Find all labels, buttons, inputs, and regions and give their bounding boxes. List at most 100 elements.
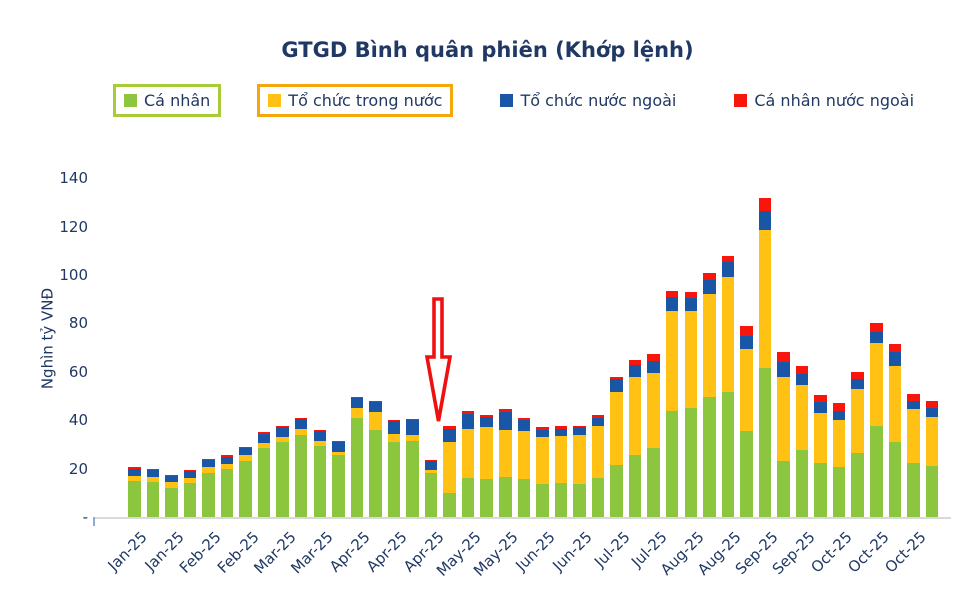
legend-swatch-icon [500,94,514,107]
legend-label: Tổ chức trong nước [288,91,443,110]
bar-segment-series-3 [517,417,531,421]
bar-segment-series-2 [332,441,345,452]
bar-segment-series-2 [276,427,289,438]
bar-segment-series-1 [480,427,493,480]
bar-segment-series-1 [128,475,141,481]
bar-segment-series-0 [257,448,271,517]
bar-segment-series-3 [332,440,345,442]
bar-segment-series-3 [499,409,512,412]
bar-segment-series-3 [406,419,419,421]
bar-segment-series-0 [925,466,939,517]
y-tick-label: 60 [68,362,88,381]
bar-segment-series-2 [665,296,679,312]
bar-segment-series-1 [387,433,401,442]
bar-segment-series-3 [591,415,605,418]
bar-segment-series-3 [313,429,326,432]
bar-segment-series-2 [294,418,308,429]
bar-segment-series-1 [146,477,160,482]
bar-segment-series-0 [777,461,790,517]
bar-segment-series-0 [721,392,735,517]
bar-segment-series-2 [183,471,197,479]
bar-38 [814,394,827,517]
bar-segment-series-2 [536,429,549,438]
bar-segment-series-2 [480,416,493,428]
bar-segment-series-2 [461,414,475,429]
y-tick-label: 20 [68,459,88,478]
bar-segment-series-0 [814,462,827,517]
bar-segment-series-0 [202,473,215,517]
bar-segment-series-1 [183,478,197,484]
bar-44 [925,400,939,517]
bar-segment-series-2 [647,360,660,373]
bar-segment-series-2 [591,417,605,427]
bar-segment-series-2 [628,364,642,377]
bar-segment-series-3 [610,376,623,380]
legend-swatch-icon [734,94,748,107]
bar-segment-series-1 [740,348,753,432]
bar-10 [294,417,308,517]
bar-segment-series-1 [220,463,234,469]
bar-segment-series-1 [536,437,549,485]
bar-segment-series-1 [610,392,623,465]
bar-segment-series-0 [907,462,920,517]
bar-segment-series-2 [313,431,326,441]
bar-37 [795,365,809,517]
bar-segment-series-0 [332,455,345,517]
bar-segment-series-3 [387,420,401,422]
bar-segment-series-0 [499,477,512,517]
bar-segment-series-0 [536,484,549,517]
bar-2 [146,468,160,517]
bar-segment-series-1 [294,428,308,435]
bar-43 [907,393,920,517]
bar-segment-series-3 [276,426,289,428]
bar-segment-series-1 [369,411,382,430]
bar-segment-series-0 [443,492,456,517]
bar-segment-series-2 [684,298,697,312]
bar-segment-series-3 [925,400,939,409]
bar-segment-series-1 [907,409,920,463]
legend: Cá nhân Tổ chức trong nước Tổ chức nước ng… [113,84,925,117]
bar-segment-series-3 [758,197,772,211]
bar-segment-series-3 [443,426,456,429]
bar-segment-series-3 [647,353,660,361]
down-arrow-icon [424,297,453,428]
legend-item-0: Cá nhân [113,84,222,117]
bar-segment-series-2 [851,379,864,389]
bar-segment-series-2 [165,475,178,482]
bar-segment-series-0 [387,441,401,517]
legend-item-2: Tổ chức nước ngoài [489,84,687,117]
bar-segment-series-2 [554,428,568,436]
bar-segment-series-1 [758,230,772,369]
bar-segment-series-3 [870,323,883,332]
bar-segment-series-2 [350,398,364,409]
bar-segment-series-2 [406,420,419,435]
bar-41 [870,323,883,517]
bar-segment-series-1 [684,311,697,409]
bar-13 [350,397,364,517]
bar-segment-series-2 [814,402,827,413]
legend-label: Cá nhân [144,91,211,110]
bar-5 [202,458,215,517]
bar-segment-series-2 [128,468,141,476]
bar-segment-series-1 [851,388,864,453]
bar-segment-series-0 [350,417,364,517]
bar-segment-series-1 [424,469,438,474]
bar-segment-series-2 [220,456,234,464]
bar-segment-series-3 [369,400,382,403]
bar-30 [665,290,679,517]
bar-25 [573,426,586,517]
bar-segment-series-2 [703,279,716,295]
bar-segment-series-3 [907,393,920,401]
bar-segment-series-0 [628,455,642,517]
bar-segment-series-0 [146,481,160,517]
bar-segment-series-0 [684,408,697,517]
bar-segment-series-2 [517,420,531,432]
bar-segment-series-1 [832,420,846,468]
bar-34 [740,325,753,517]
bar-8 [257,432,271,517]
bar-segment-series-3 [480,415,493,417]
bar-segment-series-2 [907,400,920,410]
bar-39 [832,403,846,517]
bar-31 [684,291,697,517]
bar-segment-series-0 [870,426,883,517]
